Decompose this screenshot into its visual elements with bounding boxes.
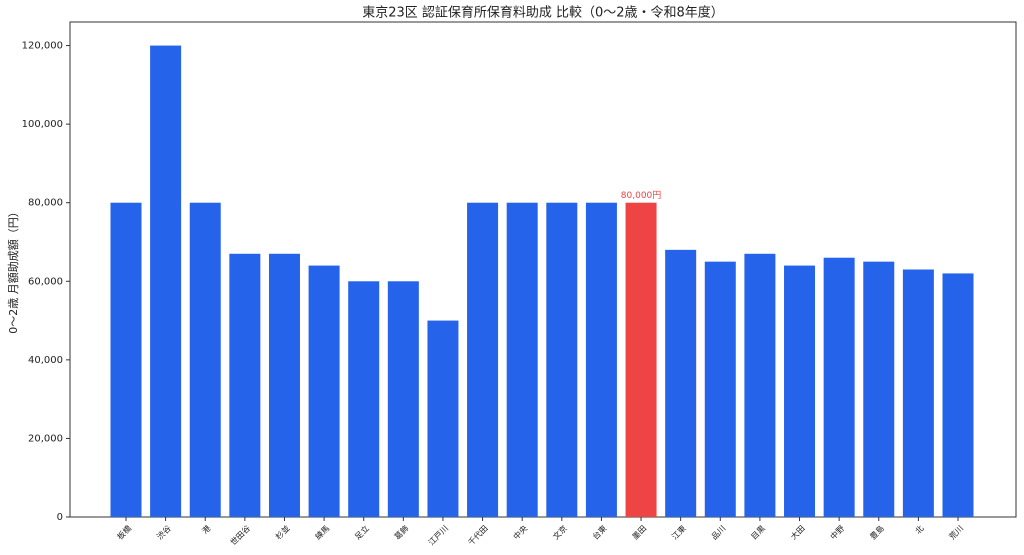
x-tick-label: 荒川 (947, 523, 965, 541)
y-axis-label: 0〜2歳 月額助成額（円） (6, 206, 20, 334)
y-tick-label: 80,000 (28, 198, 63, 209)
y-tick-label: 20,000 (28, 433, 63, 444)
x-tick-label: 大田 (788, 523, 806, 541)
x-tick-label: 豊島 (868, 523, 886, 541)
bar (506, 202, 538, 517)
bar (942, 273, 974, 517)
x-tick-label: 中野 (828, 523, 846, 541)
x-tick-label: 杉並 (273, 523, 291, 541)
x-tick-label: 江東 (669, 523, 687, 541)
x-tick-label: 練馬 (313, 523, 331, 541)
bar (348, 281, 380, 517)
bar (863, 261, 895, 517)
plot-frame (69, 21, 1017, 518)
bar (387, 281, 419, 517)
y-tick-label: 60,000 (28, 276, 63, 287)
x-tick-label: 千代田 (466, 523, 490, 547)
bar (467, 202, 499, 517)
x-tick-label: 葛飾 (392, 523, 410, 541)
bar (268, 253, 300, 518)
bar (625, 202, 657, 517)
bar (704, 261, 736, 517)
bar (427, 320, 459, 517)
y-tick-label: 0 (57, 512, 63, 523)
value-label: 80,000円 (621, 190, 662, 201)
bar (546, 202, 578, 517)
x-tick-label: 台東 (590, 523, 608, 541)
x-tick-label: 渋谷 (154, 523, 172, 541)
bar (585, 202, 617, 517)
x-tick-label: 中央 (511, 523, 529, 541)
bar (744, 253, 776, 518)
y-tick-label: 40,000 (28, 355, 63, 366)
bar (902, 269, 934, 517)
bar (189, 202, 221, 517)
chart-title: 東京23区 認証保育所保育料助成 比較（0〜2歳・令和8年度） (362, 5, 724, 21)
x-tick-label: 板橋 (115, 523, 133, 541)
x-tick-label: 足立 (353, 523, 371, 541)
x-tick-label: 北 (914, 524, 926, 536)
y-tick-label: 120,000 (22, 41, 63, 52)
bar (308, 265, 340, 517)
bar (665, 249, 697, 517)
x-tick-label: 文京 (551, 523, 569, 541)
x-tick-label: 世田谷 (228, 523, 252, 547)
x-tick-label: 目黒 (749, 524, 767, 542)
bar (110, 202, 142, 517)
x-tick-label: 品川 (710, 524, 728, 542)
bar (823, 257, 855, 517)
x-tick-label: 墨田 (631, 524, 649, 542)
bar (229, 253, 261, 518)
y-tick-label: 100,000 (22, 119, 63, 130)
bar (150, 45, 182, 517)
x-tick-label: 港 (200, 523, 213, 536)
x-tick-label: 江戸川 (427, 524, 450, 547)
bar (784, 265, 816, 517)
